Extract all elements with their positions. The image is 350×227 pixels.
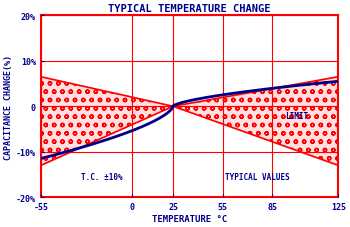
Text: TYPICAL VALUES: TYPICAL VALUES (225, 172, 290, 181)
Text: LIMIT: LIMIT (286, 111, 309, 120)
Title: TYPICAL TEMPERATURE CHANGE: TYPICAL TEMPERATURE CHANGE (108, 4, 271, 14)
Y-axis label: CAPACITANCE CHANGE(%): CAPACITANCE CHANGE(%) (4, 54, 13, 159)
X-axis label: TEMPERATURE °C: TEMPERATURE °C (152, 214, 227, 223)
Text: T.C. ±10%: T.C. ±10% (81, 172, 123, 181)
